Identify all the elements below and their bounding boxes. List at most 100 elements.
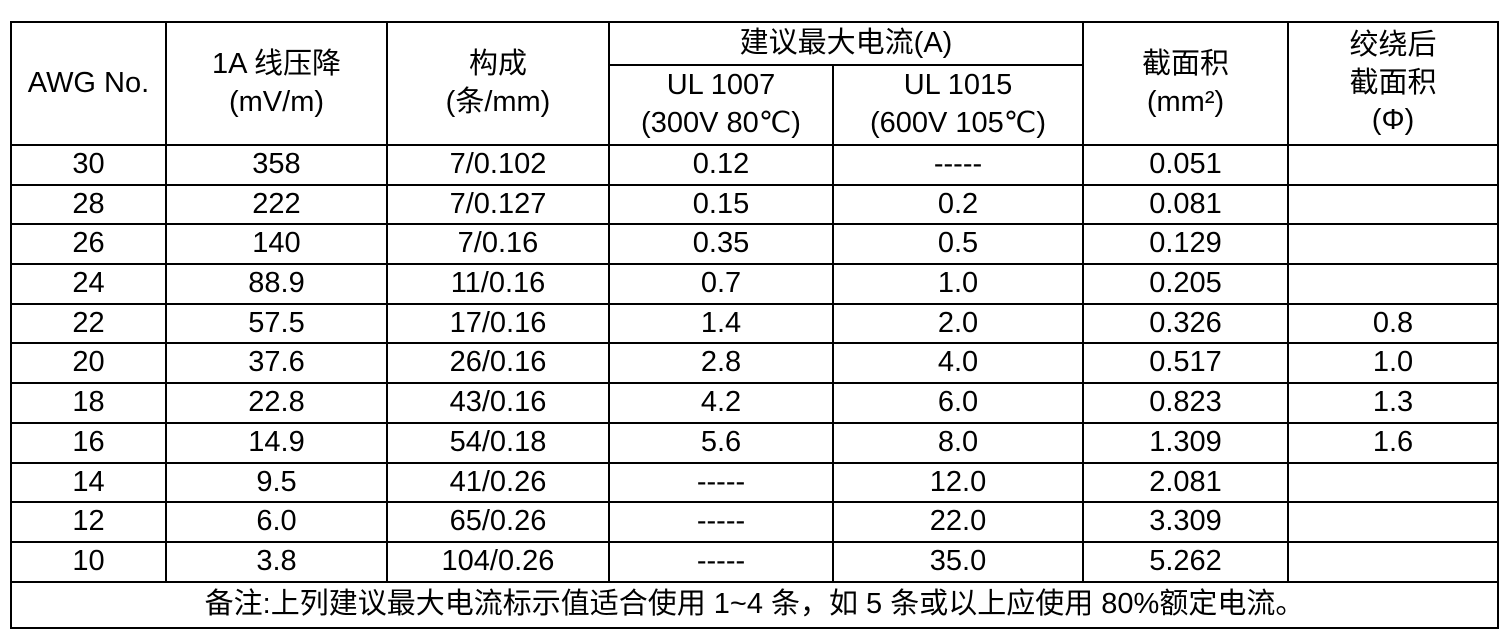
table-cell: 17/0.16 — [386, 302, 610, 345]
construction-unit: (条/mm) — [445, 85, 551, 118]
table-cell: 24 — [10, 263, 167, 305]
table-cell: 2.0 — [831, 302, 1085, 345]
table-cell: 7/0.102 — [386, 144, 610, 186]
table-cell: 16 — [10, 421, 167, 464]
table-cell: 1.6 — [1287, 421, 1500, 464]
table-cell: 0.326 — [1082, 302, 1290, 345]
col-header-max-current-group: 建议最大电流(A) — [607, 21, 1085, 66]
max-current-group-label: 建议最大电流(A) — [739, 26, 953, 59]
table-row-awg26: 26 140 7/0.16 0.35 0.5 0.129 — [10, 223, 1500, 266]
table-cell: 41/0.26 — [386, 461, 610, 504]
twisted-section-unit: (Φ) — [1371, 104, 1415, 137]
ul1015-title: UL 1015 — [903, 69, 1013, 102]
ul1007-title: UL 1007 — [666, 69, 776, 102]
col-header-ul1007: UL 1007 (300V 80℃) — [608, 64, 834, 146]
construction-title: 构成 — [468, 47, 527, 80]
table-cell: 3.309 — [1082, 501, 1290, 543]
col-header-cross-section: 截面积 (mm²) — [1082, 21, 1290, 146]
table-cell: 22 — [10, 302, 167, 345]
table-cell: 35.0 — [831, 540, 1085, 583]
table-cell: 12.0 — [831, 461, 1085, 504]
table-cell: ----- — [608, 501, 834, 543]
cross-section-title: 截面积 — [1142, 47, 1230, 80]
table-cell: 140 — [165, 223, 388, 266]
table-cell: 14.9 — [165, 421, 388, 464]
table-cell: 11/0.16 — [386, 263, 610, 305]
table-row-awg30: 30 358 7/0.102 0.12 ----- 0.051 — [10, 144, 1500, 186]
table-cell: 28 — [10, 183, 167, 226]
table-cell: ----- — [608, 540, 834, 583]
table-cell: 0.15 — [608, 183, 834, 226]
table-cell: 6.0 — [831, 382, 1085, 424]
table-cell: 5.262 — [1082, 540, 1290, 583]
table-cell — [1287, 183, 1500, 226]
table-cell: ----- — [608, 461, 834, 504]
table-cell: 0.8 — [1287, 302, 1500, 345]
table-row-awg14: 14 9.5 41/0.26 ----- 12.0 2.081 — [10, 461, 1500, 504]
table-cell: 104/0.26 — [386, 540, 610, 583]
table-cell: 43/0.16 — [386, 382, 610, 424]
table-cell — [1287, 144, 1500, 186]
table-cell — [1287, 540, 1500, 583]
table-cell: ----- — [831, 144, 1085, 186]
table-cell: 0.5 — [831, 223, 1085, 266]
twisted-section-line1: 绞绕后 — [1349, 28, 1437, 61]
table-cell: 0.205 — [1082, 263, 1290, 305]
table-cell: 57.5 — [165, 302, 388, 345]
table-cell: 18 — [10, 382, 167, 424]
table-cell: 7/0.127 — [386, 183, 610, 226]
footnote-row: 备注:上列建议最大电流标示值适合使用 1~4 条，如 5 条或以上应使用 80%… — [9, 580, 1500, 629]
table-cell: 9.5 — [165, 461, 388, 504]
table-cell: 7/0.16 — [386, 223, 610, 266]
table-cell: 20 — [10, 342, 167, 385]
ul1007-rating: (300V 80℃) — [641, 107, 801, 139]
table-cell: 358 — [165, 144, 388, 186]
table-cell: 1.0 — [1287, 342, 1500, 385]
table-cell: 1.309 — [1082, 421, 1290, 464]
table-row-awg20: 20 37.6 26/0.16 2.8 4.0 0.517 1.0 — [10, 342, 1500, 385]
table-cell: 222 — [165, 183, 388, 226]
table-cell: 0.7 — [608, 263, 834, 305]
table-cell — [1287, 501, 1500, 543]
table-cell: 1.0 — [831, 263, 1085, 305]
footnote-text: 备注:上列建议最大电流标示值适合使用 1~4 条，如 5 条或以上应使用 80%… — [9, 580, 1500, 629]
table-cell: 10 — [10, 540, 167, 583]
col-header-voltage-drop: 1A 线压降 (mV/m) — [165, 21, 388, 146]
ul1015-rating: (600V 105℃) — [869, 107, 1047, 139]
table-cell — [1287, 461, 1500, 504]
col-header-awg-label: AWG No. — [27, 66, 150, 99]
table-cell: 0.051 — [1082, 144, 1290, 186]
col-header-ul1015: UL 1015 (600V 105℃) — [831, 64, 1085, 146]
table-cell: 0.823 — [1082, 382, 1290, 424]
table-cell: 26 — [10, 223, 167, 266]
header-row-sub: UL 1007 (300V 80℃) UL 1015 (600V 105℃) — [11, 64, 1498, 146]
table-cell: 65/0.26 — [386, 501, 610, 543]
table-cell: 26/0.16 — [386, 342, 610, 385]
table-cell: 4.0 — [831, 342, 1085, 385]
table-cell — [1287, 263, 1500, 305]
table-cell: 0.517 — [1082, 342, 1290, 385]
table-cell — [1287, 223, 1500, 266]
table-cell: 5.6 — [608, 421, 834, 464]
table-cell: 6.0 — [165, 501, 388, 543]
voltage-drop-title: 1A 线压降 — [212, 47, 341, 80]
cross-section-unit: (mm²) — [1146, 85, 1225, 118]
table-cell: 2.8 — [608, 342, 834, 385]
table-cell: 12 — [10, 501, 167, 543]
twisted-section-line2: 截面积 — [1349, 66, 1437, 99]
table-cell: 4.2 — [608, 382, 834, 424]
table-cell: 0.081 — [1082, 183, 1290, 226]
table-row-awg10: 10 3.8 104/0.26 ----- 35.0 5.262 — [10, 540, 1500, 583]
table-row-awg22: 22 57.5 17/0.16 1.4 2.0 0.326 0.8 — [10, 302, 1500, 345]
awg-wire-spec-table: AWG No. 1A 线压降 (mV/m) 构成 (条/mm) 建议最大电流(A… — [9, 21, 1500, 629]
table-row-awg18: 18 22.8 43/0.16 4.2 6.0 0.823 1.3 — [10, 382, 1500, 424]
table-row-awg24: 24 88.9 11/0.16 0.7 1.0 0.205 — [10, 263, 1500, 305]
header-row-group: AWG No. 1A 线压降 (mV/m) 构成 (条/mm) 建议最大电流(A… — [10, 21, 1500, 146]
table-cell: 14 — [10, 461, 167, 504]
table-cell: 30 — [10, 144, 167, 186]
table-cell: 22.8 — [165, 382, 388, 424]
table-cell: 54/0.18 — [386, 421, 610, 464]
voltage-drop-unit: (mV/m) — [228, 85, 325, 118]
table-cell: 88.9 — [165, 263, 388, 305]
